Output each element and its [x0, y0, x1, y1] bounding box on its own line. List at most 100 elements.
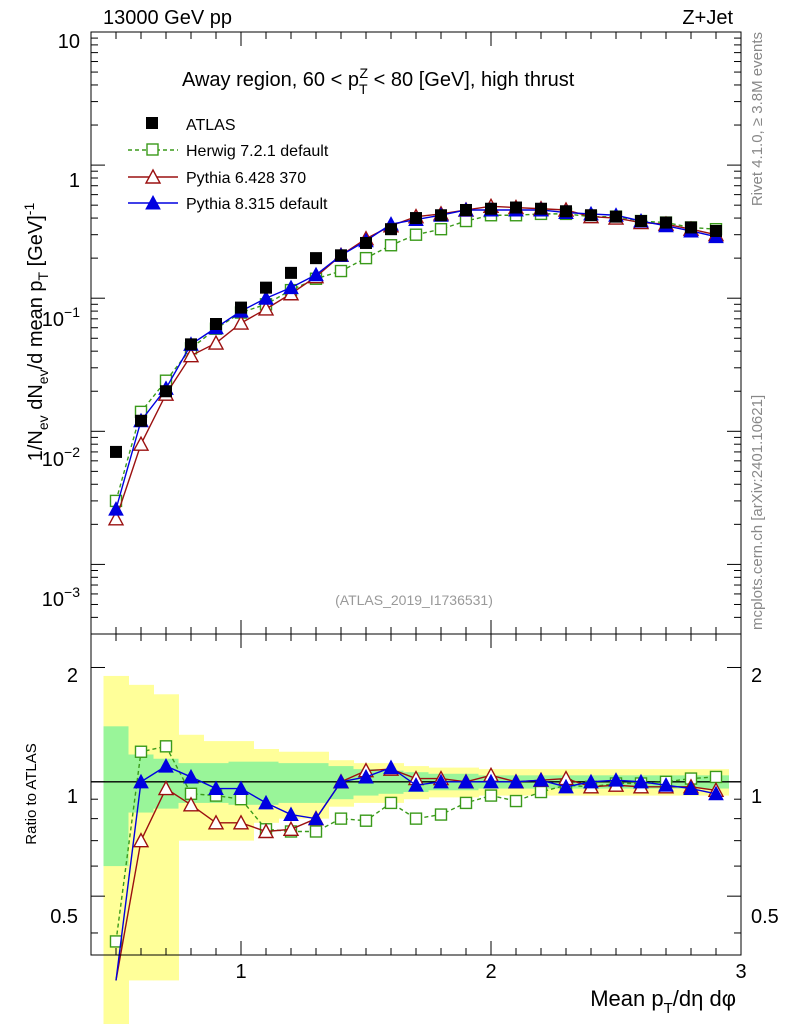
- ratio-ylabel: Ratio to ATLAS: [23, 743, 40, 844]
- ratio-series: [109, 740, 725, 981]
- herwig-7-2-1-default-ratio-point: [459, 796, 473, 810]
- atlas-point: [460, 203, 472, 216]
- atlas-point: [160, 385, 172, 398]
- pythia-8-315-default-ratio-point: [508, 773, 524, 789]
- herwig-7-2-1-default-ratio-point: [534, 785, 548, 799]
- pythia-6-428-370-ratio-point: [282, 820, 300, 836]
- atlas-point: [385, 223, 397, 236]
- pythia-6-428-370-ratio-point: [157, 780, 175, 796]
- pythia-8-315-default-ratio-point: [458, 773, 474, 789]
- ratio-band-inner: [303, 763, 329, 803]
- xtick-2: 2: [485, 961, 496, 983]
- pythia-8-315-default-ratio-point: [608, 772, 624, 787]
- ratio-ytick-2-left: 2: [67, 665, 78, 687]
- herwig-7-2-1-default-point: [334, 264, 348, 278]
- main-series: [107, 197, 725, 526]
- pythia-6-428-370-point: [207, 334, 225, 350]
- rivet-label: Rivet 4.1.0, ≥ 3.8M events: [749, 32, 766, 206]
- header-left: 13000 GeV pp: [103, 7, 232, 29]
- ratio-ytick-0.5-right: 0.5: [751, 906, 779, 928]
- legend-herwig-marker: [146, 143, 159, 156]
- main-title: Away region, 60 < pTZ < 80 [GeV], high t…: [182, 65, 575, 97]
- atlas-point: [560, 205, 572, 218]
- pythia-6-428-370-ratio-point: [232, 814, 250, 830]
- atlas-point: [410, 212, 422, 225]
- atlas-point: [235, 301, 247, 314]
- atlas-point: [535, 202, 547, 215]
- pythia-8-315-default-ratio-point: [183, 768, 199, 784]
- ratio-ytick-2-right: 2: [751, 665, 762, 687]
- atlas-point: [110, 445, 122, 458]
- ratio-ytick-1-left: 1: [67, 786, 78, 808]
- pythia-6-428-370-point: [107, 510, 125, 526]
- atlas-point: [435, 209, 447, 222]
- ratio-ytick-0.5-left: 0.5: [50, 906, 78, 928]
- ratio-ytick-1-right: 1: [751, 786, 762, 808]
- analysis-watermark: (ATLAS_2019_I1736531): [335, 592, 493, 608]
- atlas-point: [710, 224, 722, 237]
- ratio-band-outer: [128, 684, 154, 981]
- pythia-8-315-default-ratio-point: [333, 773, 349, 789]
- atlas-point: [210, 317, 222, 330]
- pythia-8-315-default-ratio-point: [708, 785, 724, 801]
- herwig-7-2-1-default-ratio-point: [309, 825, 323, 838]
- pythia-8-315-default-ratio-point: [583, 773, 599, 789]
- pythia-8-315-default-point: [258, 290, 274, 305]
- pythia-8-315-default-ratio-point: [133, 773, 149, 789]
- ytick-0.001: 10−3: [42, 584, 80, 611]
- pythia-6-428-370-ratio-point: [132, 832, 150, 848]
- header-right: Z+Jet: [682, 7, 733, 29]
- ytick-10: 10: [58, 31, 80, 53]
- pythia-8-315-default-point: [308, 266, 324, 282]
- pythia-8-315-default-ratio-point: [358, 768, 374, 784]
- atlas-point: [285, 266, 297, 279]
- legend-pythia6-marker: [144, 168, 162, 184]
- herwig-7-2-1-default-point: [409, 228, 423, 241]
- pythia-8-315-default-ratio-point: [558, 778, 574, 794]
- main-panel: [91, 32, 741, 634]
- xtick-1: 1: [235, 961, 246, 983]
- atlas-point: [510, 201, 522, 214]
- pythia-6-428-370-point: [182, 347, 200, 363]
- herwig-7-2-1-default-ratio-point: [334, 812, 348, 825]
- main-ticks: [90, 31, 742, 635]
- pythia-8-315-default-ratio-point: [533, 772, 549, 787]
- atlas-point: [260, 281, 272, 294]
- herwig-7-2-1-default-ratio-point: [234, 793, 248, 806]
- herwig-7-2-1-default-ratio-point: [159, 740, 173, 753]
- pythia-6-428-370-ratio-point: [257, 823, 275, 839]
- pythia-8-315-default-ratio-point: [658, 777, 674, 792]
- mcplots-label: mcplots.cern.ch [arXiv:2401.10621]: [749, 395, 766, 630]
- herwig-7-2-1-default-point: [459, 214, 473, 228]
- ytick-1: 1: [69, 170, 80, 192]
- pythia-8-315-default-ratio-point: [308, 810, 324, 826]
- herwig-7-2-1-default-point: [359, 251, 373, 265]
- herwig-7-2-1-default-ratio-point: [484, 789, 498, 802]
- ratio-ticks: [90, 634, 742, 955]
- pythia-6-428-370-point: [257, 300, 275, 316]
- pythia-8-315-default-ratio-point: [633, 773, 649, 789]
- atlas-point: [360, 236, 372, 249]
- herwig-7-2-1-default-point: [434, 222, 448, 236]
- atlas-point: [585, 209, 597, 222]
- xtick-3: 3: [735, 961, 746, 983]
- pythia-8-315-default-ratio-point: [408, 777, 424, 792]
- herwig-7-2-1-default-point: [384, 239, 398, 252]
- herwig-7-2-1-default-ratio-point: [134, 745, 148, 758]
- pythia-8-315-default-ratio-point: [208, 780, 224, 796]
- legend-herwig: Herwig 7.2.1 default: [186, 143, 329, 160]
- herwig-7-2-1-default-ratio-point: [709, 770, 723, 784]
- pythia-6-428-370-point: [132, 435, 150, 451]
- atlas-point: [610, 210, 622, 223]
- atlas-point: [135, 414, 147, 427]
- pythia-8-315-default-ratio-point: [383, 759, 399, 775]
- ratio-band-outer: [153, 694, 179, 981]
- legend-pythia6: Pythia 6.428 370: [186, 170, 306, 187]
- pythia-8-315-default-ratio-point: [683, 780, 699, 796]
- ytick-0.01: 10−2: [42, 444, 80, 471]
- legend-pythia8-marker: [145, 194, 161, 210]
- pythia-8-315-default-ratio-point: [258, 794, 274, 810]
- pythia-6-428-370-point: [232, 314, 250, 330]
- atlas-point: [485, 202, 497, 215]
